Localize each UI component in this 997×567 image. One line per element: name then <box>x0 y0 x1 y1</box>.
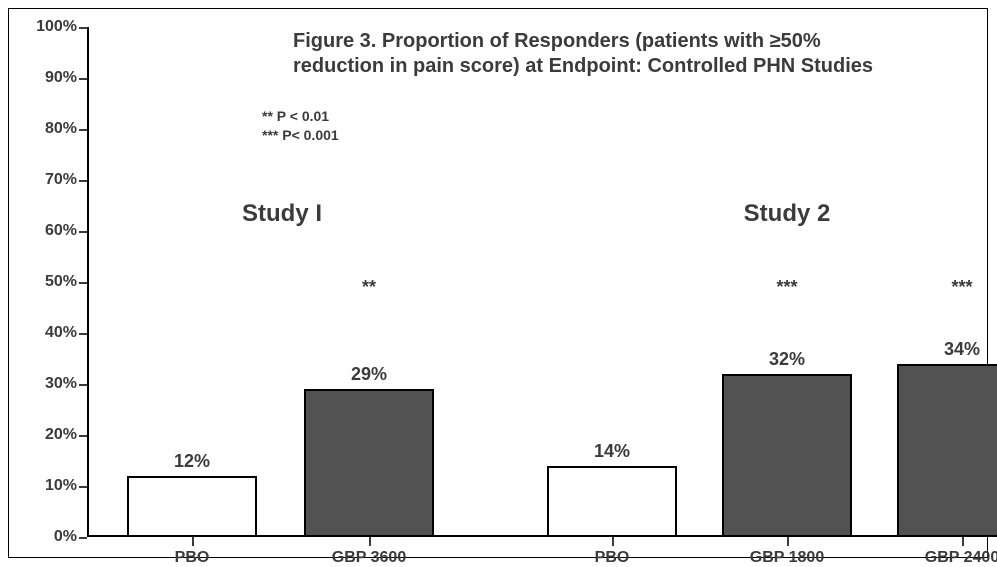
significance-marker: ** <box>362 277 376 298</box>
y-tick <box>79 384 87 386</box>
y-axis <box>87 27 89 537</box>
bar <box>897 364 997 537</box>
chart-frame: Figure 3. Proportion of Responders (pati… <box>8 8 988 558</box>
y-tick-label: 30% <box>23 375 77 393</box>
significance-marker: *** <box>776 277 797 298</box>
x-tick <box>192 537 194 546</box>
bar <box>547 466 677 537</box>
y-tick-label: 60% <box>23 222 77 240</box>
y-tick-label: 90% <box>23 69 77 87</box>
y-tick-label: 80% <box>23 120 77 138</box>
y-tick-label: 50% <box>23 273 77 291</box>
x-tick-label: GBP 1800 <box>750 549 824 567</box>
bar <box>127 476 257 537</box>
group-label: Study 2 <box>744 200 831 228</box>
x-tick-label: GBP 3600 <box>332 549 406 567</box>
significance-legend: ** P < 0.01 *** P< 0.001 <box>262 107 339 145</box>
y-tick-label: 100% <box>23 18 77 36</box>
significance-marker: *** <box>951 277 972 298</box>
x-tick <box>787 537 789 546</box>
bar-value-label: 12% <box>174 451 210 472</box>
y-tick <box>79 129 87 131</box>
y-tick <box>79 333 87 335</box>
x-tick <box>369 537 371 546</box>
y-tick-label: 10% <box>23 477 77 495</box>
bar-value-label: 29% <box>351 364 387 385</box>
y-tick-label: 20% <box>23 426 77 444</box>
bar-value-label: 14% <box>594 441 630 462</box>
y-tick-label: 70% <box>23 171 77 189</box>
y-tick <box>79 27 87 29</box>
y-tick <box>79 435 87 437</box>
x-tick-label: PBO <box>595 549 630 567</box>
y-tick-label: 0% <box>23 528 77 546</box>
chart-title: Figure 3. Proportion of Responders (pati… <box>293 29 873 79</box>
bar <box>722 374 852 537</box>
x-tick-label: GBP 2400 <box>925 549 997 567</box>
plot-area: Figure 3. Proportion of Responders (pati… <box>87 27 972 537</box>
y-tick <box>79 537 87 539</box>
group-label: Study I <box>242 200 322 228</box>
x-tick-label: PBO <box>175 549 210 567</box>
chart-title-line1: Figure 3. Proportion of Responders (pati… <box>293 30 821 52</box>
chart-title-line2: reduction in pain score) at Endpoint: Co… <box>293 55 873 77</box>
legend-line2: *** P< 0.001 <box>262 127 339 143</box>
x-tick <box>612 537 614 546</box>
bar-value-label: 32% <box>769 349 805 370</box>
legend-line1: ** P < 0.01 <box>262 108 329 124</box>
bar <box>304 389 434 537</box>
y-tick-label: 40% <box>23 324 77 342</box>
y-tick <box>79 486 87 488</box>
y-tick <box>79 180 87 182</box>
y-tick <box>79 78 87 80</box>
y-tick <box>79 282 87 284</box>
bar-value-label: 34% <box>944 339 980 360</box>
x-tick <box>962 537 964 546</box>
y-tick <box>79 231 87 233</box>
